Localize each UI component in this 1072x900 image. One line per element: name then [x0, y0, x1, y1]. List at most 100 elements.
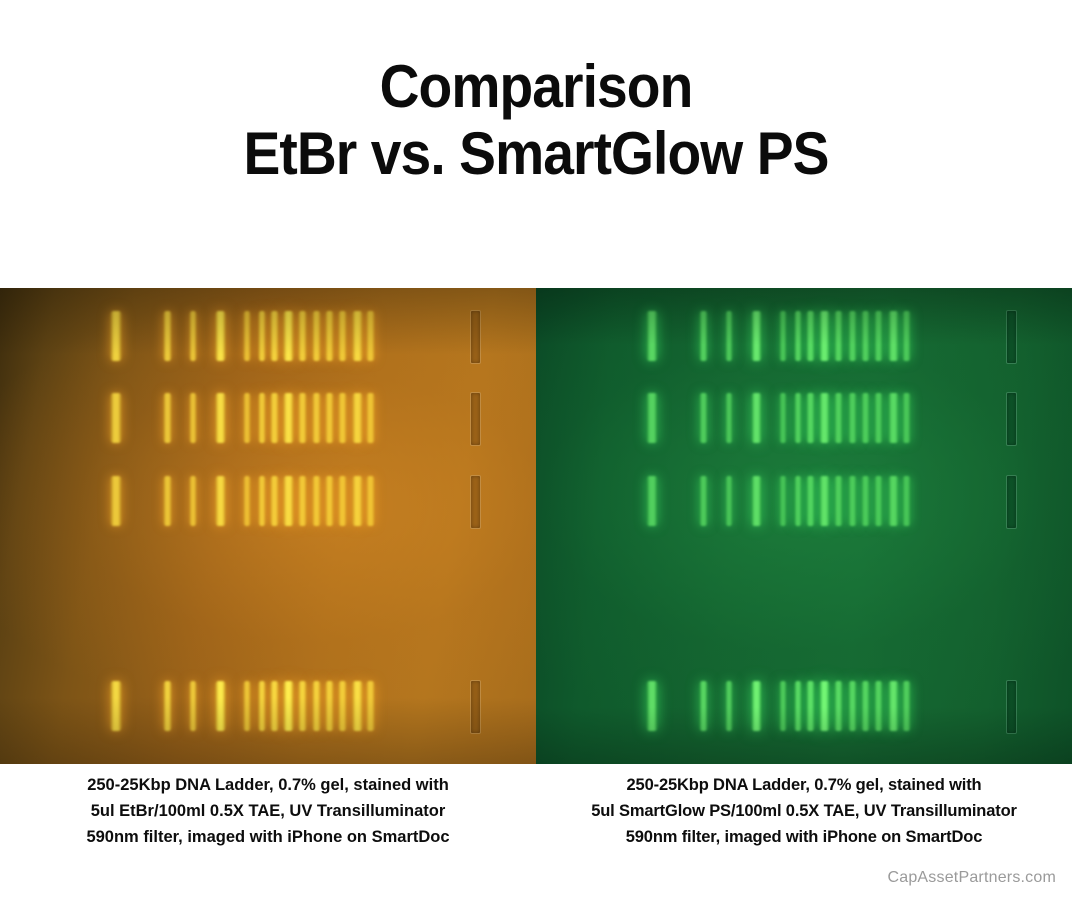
gel-band [902, 393, 911, 443]
figure-captions: 250-25Kbp DNA Ladder, 0.7% gel, stained … [0, 770, 1072, 865]
gel-band [819, 393, 830, 443]
gel-band [298, 681, 307, 731]
gel-band [848, 311, 857, 361]
gel-band [848, 476, 857, 526]
gel-band [806, 476, 815, 526]
gel-band [699, 311, 708, 361]
gel-band [874, 681, 883, 731]
gel-band [366, 393, 375, 443]
gel-band [312, 681, 321, 731]
gel-band [298, 476, 307, 526]
gel-band [163, 681, 172, 731]
gel-well [1006, 680, 1017, 734]
gel-band [270, 476, 279, 526]
gel-band [215, 311, 226, 361]
caption-smartglow-line-1: 250-25Kbp DNA Ladder, 0.7% gel, stained … [626, 776, 982, 794]
gel-band [646, 393, 658, 443]
gel-band [258, 311, 266, 361]
gel-band [366, 476, 375, 526]
gel-band [110, 311, 122, 361]
caption-smartglow-line-2: 5ul SmartGlow PS/100ml 0.5X TAE, UV Tran… [591, 802, 1017, 820]
title-line-primary: Comparison [379, 53, 694, 120]
gel-band [888, 311, 899, 361]
gel-band [366, 311, 375, 361]
gel-band [338, 393, 347, 443]
gel-band [874, 476, 883, 526]
caption-etbr-line-1: 250-25Kbp DNA Ladder, 0.7% gel, stained … [87, 776, 449, 794]
gel-band [699, 476, 708, 526]
gel-band [352, 681, 363, 731]
gel-band [283, 393, 294, 443]
gel-lane [0, 392, 536, 446]
gel-band [806, 393, 815, 443]
gel-lane [536, 310, 1072, 364]
gel-band [163, 393, 172, 443]
gel-well [470, 680, 481, 734]
gel-band [874, 393, 883, 443]
gel-band [751, 681, 762, 731]
gel-band [283, 311, 294, 361]
gel-band [779, 681, 787, 731]
gel-band [848, 393, 857, 443]
gel-band [243, 311, 251, 361]
gel-band [270, 681, 279, 731]
gel-band [779, 393, 787, 443]
caption-smartglow: 250-25Kbp DNA Ladder, 0.7% gel, stained … [536, 770, 1072, 865]
gel-band [725, 681, 733, 731]
gel-lane [536, 475, 1072, 529]
gel-band [163, 311, 172, 361]
gel-band [352, 476, 363, 526]
gel-band [243, 681, 251, 731]
gel-band [283, 681, 294, 731]
gel-band [352, 311, 363, 361]
page-title: Comparison EtBr vs. SmartGlow PS [0, 53, 1072, 188]
gel-band [189, 681, 197, 731]
gel-band [312, 476, 321, 526]
title-line-secondary: EtBr vs. SmartGlow PS [243, 120, 829, 188]
gel-band [834, 311, 843, 361]
gel-band [861, 311, 870, 361]
gel-well [470, 392, 481, 446]
gel-band [270, 311, 279, 361]
gel-band [806, 681, 815, 731]
gel-band [325, 681, 334, 731]
gel-band [243, 476, 251, 526]
gel-band [352, 393, 363, 443]
gel-band [312, 311, 321, 361]
caption-etbr-line-3: 590nm filter, imaged with iPhone on Smar… [86, 828, 450, 846]
caption-smartglow-line-3: 590nm filter, imaged with iPhone on Smar… [625, 828, 983, 846]
gel-band [215, 476, 226, 526]
gel-comparison-figure [0, 288, 1072, 764]
gel-lane [536, 680, 1072, 734]
gel-band [819, 476, 830, 526]
gel-band [725, 311, 733, 361]
gel-well [470, 475, 481, 529]
gel-lane [0, 310, 536, 364]
gel-band [794, 681, 802, 731]
gel-band [861, 681, 870, 731]
gel-band [861, 393, 870, 443]
caption-etbr: 250-25Kbp DNA Ladder, 0.7% gel, stained … [0, 770, 536, 865]
gel-band [298, 311, 307, 361]
gel-band [215, 681, 226, 731]
gel-band [902, 476, 911, 526]
gel-band [325, 311, 334, 361]
watermark-credit: CapAssetPartners.com [887, 869, 1056, 886]
gel-band [312, 393, 321, 443]
gel-band [258, 681, 266, 731]
gel-lane [0, 680, 536, 734]
gel-band [646, 476, 658, 526]
gel-band [888, 681, 899, 731]
gel-well [1006, 310, 1017, 364]
gel-band [751, 393, 762, 443]
gel-band [646, 681, 658, 731]
gel-band [215, 393, 226, 443]
gel-band [725, 393, 733, 443]
gel-band [794, 393, 802, 443]
gel-band [902, 311, 911, 361]
gel-lane [0, 475, 536, 529]
gel-band [298, 393, 307, 443]
gel-panel-smartglow [536, 288, 1072, 764]
gel-band [834, 476, 843, 526]
gel-band [366, 681, 375, 731]
